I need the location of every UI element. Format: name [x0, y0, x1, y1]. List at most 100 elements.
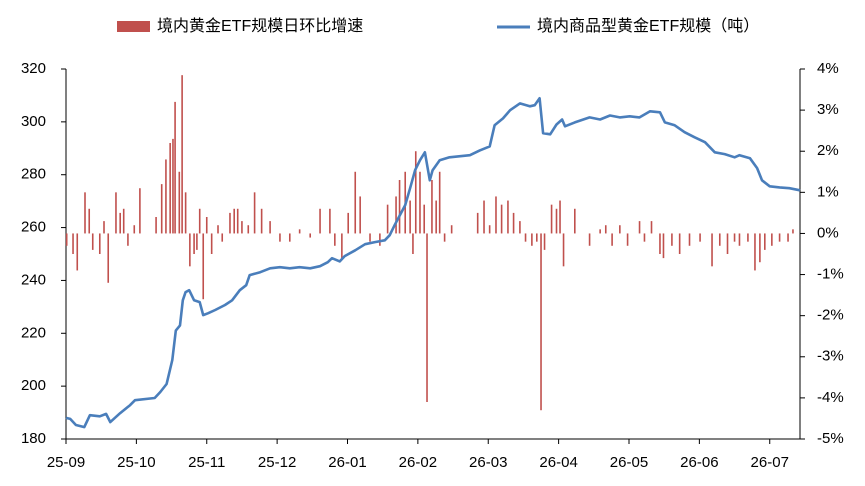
- y2-tick-label: 4%: [817, 60, 839, 77]
- y2-tick-label: 1%: [817, 183, 839, 200]
- bar: [555, 208, 558, 234]
- bar: [733, 233, 736, 242]
- bar: [84, 192, 86, 234]
- y2-tick-label: -5%: [817, 430, 844, 447]
- bar: [588, 233, 591, 246]
- bar: [155, 217, 157, 234]
- x-tick-label: 26-06: [680, 454, 718, 471]
- bar: [604, 225, 607, 234]
- legend-label: 境内黄金ETF规模日环比增速: [157, 16, 363, 35]
- y-tick-label: 220: [21, 324, 46, 341]
- bar: [260, 208, 263, 234]
- legend-swatch: [117, 21, 150, 32]
- bar: [127, 233, 129, 246]
- bar: [279, 233, 281, 242]
- bar: [699, 233, 701, 242]
- bar: [115, 192, 117, 234]
- x-tick-label: 26-03: [469, 454, 507, 471]
- bar: [611, 233, 613, 246]
- bar: [431, 180, 433, 234]
- bar: [659, 233, 661, 254]
- bar: [638, 221, 641, 234]
- bar: [189, 233, 191, 267]
- y2-tick-label: 0%: [817, 224, 839, 241]
- bar: [334, 233, 336, 246]
- bar: [253, 192, 256, 234]
- y2-tick-label: -3%: [817, 348, 844, 365]
- bar: [562, 233, 565, 267]
- bar: [435, 200, 437, 234]
- x-tick-label: 25-09: [47, 454, 85, 471]
- bar: [599, 229, 601, 234]
- bar: [229, 212, 231, 234]
- bar: [678, 233, 681, 254]
- bar: [650, 221, 653, 234]
- bar: [747, 233, 749, 242]
- bar: [512, 212, 515, 234]
- bar: [174, 101, 176, 234]
- bar: [202, 233, 205, 300]
- bar: [91, 233, 94, 250]
- bar: [423, 204, 426, 234]
- bar: [412, 233, 414, 254]
- bar: [738, 233, 741, 246]
- bar: [341, 233, 343, 259]
- bar: [169, 143, 171, 234]
- bar: [536, 233, 538, 242]
- bar: [619, 225, 621, 234]
- bar: [236, 208, 239, 234]
- y-tick-label: 320: [21, 60, 46, 77]
- bar: [196, 233, 198, 250]
- bar: [241, 221, 243, 234]
- x-tick-label: 25-12: [258, 454, 296, 471]
- bar: [771, 233, 773, 246]
- bar: [288, 233, 291, 242]
- bar: [119, 212, 121, 234]
- bar: [76, 233, 79, 271]
- y2-tick-label: 3%: [817, 101, 839, 118]
- bar: [688, 233, 691, 246]
- bar: [160, 184, 163, 234]
- bar: [643, 233, 646, 242]
- bar: [574, 208, 576, 234]
- bar: [107, 233, 110, 283]
- bar: [205, 217, 208, 234]
- bar: [626, 233, 629, 246]
- bar: [181, 75, 183, 234]
- bar: [443, 233, 446, 242]
- line: [65, 97, 801, 429]
- bar: [543, 233, 546, 250]
- bar: [483, 200, 485, 234]
- bar: [178, 171, 181, 234]
- bar: [559, 200, 561, 234]
- y2-tick-label: -2%: [817, 307, 844, 324]
- bar: [198, 208, 201, 234]
- x-tick-label: 26-05: [610, 454, 648, 471]
- bar: [726, 233, 729, 254]
- bar: [414, 151, 417, 234]
- bar: [488, 225, 491, 234]
- y2-tick-label: 2%: [817, 142, 839, 159]
- bar: [500, 204, 503, 234]
- bar: [103, 221, 105, 234]
- x-tick-label: 26-04: [539, 454, 577, 471]
- bar: [662, 233, 665, 259]
- bar: [398, 180, 401, 234]
- bar: [298, 229, 301, 234]
- bar: [165, 159, 167, 234]
- x-tick-label: 25-10: [117, 454, 155, 471]
- bar: [133, 225, 136, 234]
- bar: [217, 225, 219, 234]
- bar: [172, 138, 174, 234]
- bar: [193, 233, 195, 254]
- y-tick-label: 260: [21, 219, 46, 236]
- bar: [495, 196, 497, 234]
- bar: [395, 196, 397, 234]
- y-tick-label: 200: [21, 377, 46, 394]
- y-tick-label: 240: [21, 271, 46, 288]
- bar: [787, 233, 789, 242]
- bar: [754, 233, 756, 271]
- x-tick-label: 26-07: [751, 454, 789, 471]
- bar: [507, 200, 509, 234]
